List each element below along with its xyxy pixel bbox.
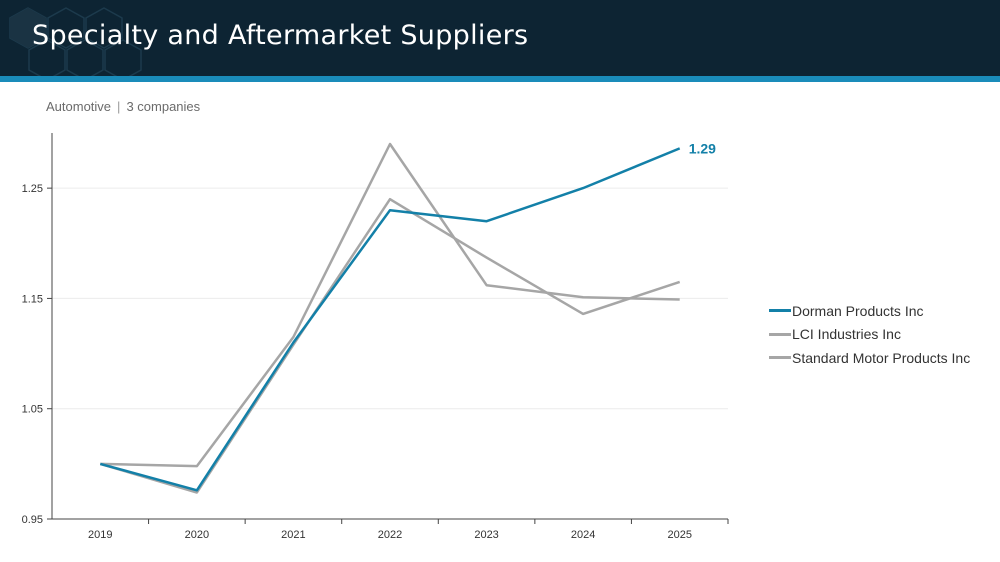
x-tick-label: 2022 xyxy=(378,529,402,541)
x-tick-label: 2020 xyxy=(185,529,209,541)
y-tick-label: 1.05 xyxy=(22,404,43,416)
legend-swatch xyxy=(769,356,791,360)
hexagon-pattern-icon xyxy=(9,7,142,76)
x-tick-label: 2023 xyxy=(474,529,498,541)
x-tick-label: 2021 xyxy=(281,529,305,541)
x-tick-label: 2019 xyxy=(88,529,112,541)
legend-label: LCI Industries Inc xyxy=(792,326,901,343)
series-line-dorman-products-inc xyxy=(99,147,681,492)
chart-legend: Dorman Products Inc LCI Industries Inc Sta… xyxy=(769,299,970,370)
legend-label: Standard Motor Products Inc xyxy=(792,349,971,366)
end-value-label: 1.29 xyxy=(689,140,716,156)
data-labels: 1.29 xyxy=(689,140,716,156)
subtitle-separator: | xyxy=(117,99,121,114)
sector-label: Automotive xyxy=(46,99,112,114)
x-tick-label: 2025 xyxy=(667,529,691,541)
legend-item: Dorman Products Inc xyxy=(769,299,970,323)
series-line-lci-industries-inc xyxy=(100,142,680,468)
accent-stripe xyxy=(0,76,1000,82)
header-bar: Specialty and Aftermarket Suppliers xyxy=(0,0,1000,76)
series-lines xyxy=(99,142,681,494)
page-title: Specialty and Aftermarket Suppliers xyxy=(32,20,529,51)
series-line-standard-motor-products-inc xyxy=(99,197,681,494)
legend-item: Standard Motor Products Inc xyxy=(769,346,970,370)
legend-swatch xyxy=(769,309,791,313)
y-tick-label: 1.15 xyxy=(22,293,43,305)
legend-item: LCI Industries Inc xyxy=(769,323,970,347)
y-tick-label: 1.25 xyxy=(22,183,43,195)
y-tick-label: 0.95 xyxy=(22,514,43,526)
axes: 0.95 1.05 1.15 1.25 2019 2020 2021 2022 2023 2024… xyxy=(22,133,729,541)
company-count: 3 companies xyxy=(126,99,201,114)
legend-label: Dorman Products Inc xyxy=(792,302,924,319)
legend-swatch xyxy=(769,332,791,336)
x-tick-label: 2024 xyxy=(571,529,595,541)
subtitle: Automotive | 3 companies xyxy=(46,99,200,114)
